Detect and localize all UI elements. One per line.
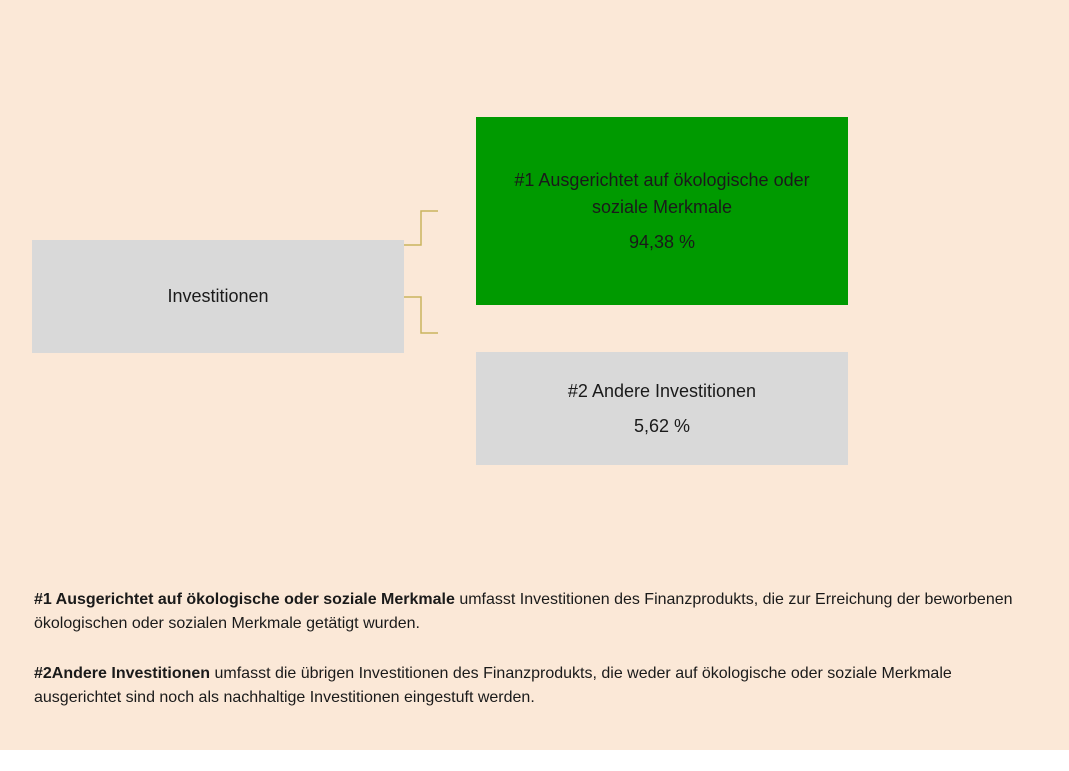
node: #1 Ausgerichtet auf ökologische oder soz…: [476, 117, 848, 305]
node-value: 5,62 %: [633, 415, 691, 436]
connector: [404, 296, 438, 334]
node-label: #2 Andere Investitionen: [567, 380, 757, 401]
note-term: #2Andere Investitionen: [34, 665, 211, 682]
note-text: umfasst Investitionen des Finanzprodukts…: [34, 591, 1013, 632]
root-node: Investitionen: [32, 240, 404, 353]
note: #1 Ausgerichtet auf ökologische oder soz…: [34, 588, 1034, 636]
node-label: #1 Ausgerichtet auf ökologische oder soz…: [514, 169, 810, 217]
node-value: 94,38 %: [628, 231, 696, 252]
node: #2 Andere Investitionen 5,62 %: [476, 352, 848, 465]
connector: [404, 210, 438, 246]
note: #2Andere Investitionen umfasst die übrig…: [34, 662, 1034, 710]
note-term: #1 Ausgerichtet auf ökologische oder soz…: [34, 591, 455, 608]
note-text: umfasst die übrigen Investitionen des Fi…: [34, 665, 952, 706]
root-label: Investitionen: [167, 286, 269, 306]
